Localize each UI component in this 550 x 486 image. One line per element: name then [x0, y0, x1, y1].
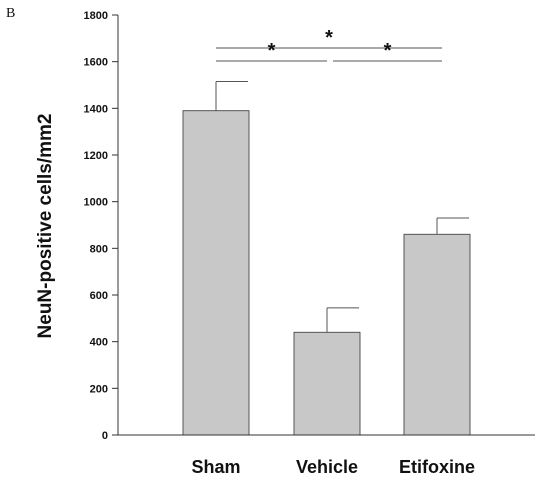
y-tick-label-800: 800 [90, 243, 108, 255]
bar-vehicle [293, 331, 361, 436]
bar-sham [182, 110, 250, 436]
panel-label: B [6, 6, 16, 21]
y-tick-label-1000: 1000 [84, 197, 108, 209]
error-bars-layer [215, 81, 469, 333]
x-category-label-sham: Sham [191, 457, 240, 477]
bar-etifoxine [403, 233, 471, 436]
y-tick-label-1800: 1800 [84, 10, 108, 22]
axes-layer: 0 200 400 600 800 1000 1200 1400 1600 1800 Sham Veh… [84, 10, 535, 477]
y-tick-label-400: 400 [90, 337, 108, 349]
bars-layer [182, 110, 471, 436]
y-tick-label-0: 0 [102, 430, 108, 442]
y-tick-label-600: 600 [90, 290, 108, 302]
y-tick-label-200: 200 [90, 383, 108, 395]
significance-layer: * * * [216, 27, 442, 62]
y-tick-label-1400: 1400 [84, 103, 108, 115]
y-tick-label-1200: 1200 [84, 150, 108, 162]
significance-star-0: * [325, 27, 333, 49]
significance-star-2: * [384, 40, 392, 62]
x-category-label-vehicle: Vehicle [296, 457, 358, 477]
x-category-label-etifoxine: Etifoxine [399, 457, 475, 477]
y-tick-label-1600: 1600 [84, 57, 108, 69]
significance-star-1: * [268, 40, 276, 62]
